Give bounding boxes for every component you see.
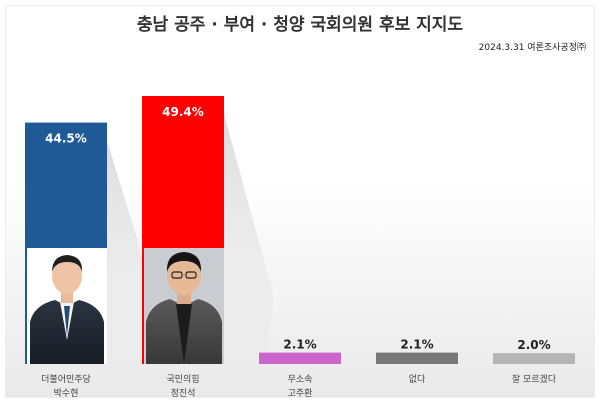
category-name-label-1: 박수현 <box>54 388 79 399</box>
bar-3 <box>259 352 341 364</box>
candidate-photo-2 <box>144 248 224 364</box>
value-label-3: 2.1% <box>283 338 316 352</box>
bar-5 <box>493 353 575 364</box>
value-label-5: 2.0% <box>517 338 550 352</box>
bar-shadow <box>224 114 274 364</box>
source-label: 2024.3.31 여론조사공정㈜ <box>478 43 586 53</box>
category-party-label-3: 무소속 <box>288 374 313 385</box>
category-party-label-5: 잘 모르겠다 <box>512 373 557 385</box>
candidate-photo-1 <box>27 248 107 364</box>
category-party-label-2: 국민의힘 <box>166 374 199 385</box>
category-party-label-1: 더불어민주당 <box>41 374 91 385</box>
page-title: 충남 공주 · 부여 · 청양 국회의원 후보 지지도 <box>136 15 464 35</box>
value-label-2: 49.4% <box>162 105 204 119</box>
bar-4 <box>376 352 458 364</box>
category-name-label-3: 고주환 <box>288 387 313 399</box>
value-label-4: 2.1% <box>400 338 433 352</box>
category-party-label-4: 없다 <box>409 374 426 385</box>
category-name-label-2: 정진석 <box>171 388 196 399</box>
value-label-1: 44.5% <box>45 132 87 146</box>
